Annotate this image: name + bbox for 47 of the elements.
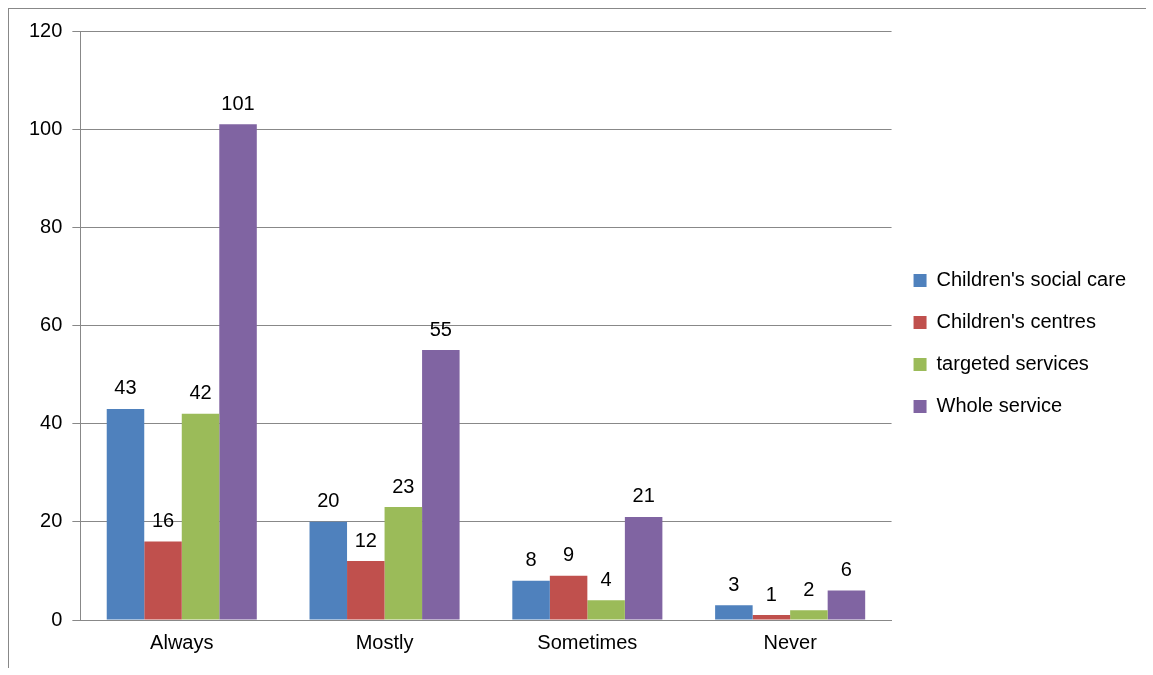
bar (827, 590, 866, 620)
bar (219, 124, 257, 620)
y-tick-label: 40 (40, 411, 63, 434)
bar (309, 521, 348, 620)
bar (144, 541, 182, 620)
bar (106, 408, 145, 620)
y-tick-label: 80 (40, 214, 63, 237)
y-tick-label: 100 (28, 116, 63, 139)
data-label: 6 (840, 558, 852, 581)
data-label: 8 (525, 548, 537, 571)
legend-label: Whole service (936, 394, 1063, 417)
data-label: 20 (317, 489, 340, 512)
bar (422, 350, 460, 620)
y-tick-label: 120 (28, 18, 63, 41)
data-label: 55 (429, 317, 452, 340)
data-label: 42 (189, 381, 212, 404)
bar (512, 580, 550, 620)
y-tick-label: 20 (40, 509, 63, 532)
bar (752, 615, 791, 620)
bar (624, 516, 663, 620)
data-label: 101 (221, 91, 255, 114)
bar (384, 507, 423, 620)
bar (347, 561, 385, 620)
y-tick-label: 60 (40, 313, 63, 336)
legend-label: Children's social care (936, 268, 1126, 291)
y-tick-label: 0 (51, 607, 63, 630)
data-label: 23 (392, 474, 415, 497)
x-tick-label: Mostly (355, 630, 414, 653)
data-label: 21 (632, 484, 655, 507)
x-tick-label: Never (763, 630, 818, 653)
bar (181, 413, 220, 620)
data-label: 43 (114, 376, 137, 399)
bar (549, 575, 588, 620)
x-tick-label: Always (150, 630, 214, 653)
legend-label: targeted services (936, 352, 1089, 375)
data-label: 2 (803, 577, 815, 600)
bar (587, 600, 625, 620)
data-label: 16 (151, 508, 175, 531)
data-label: 4 (600, 567, 612, 590)
data-label: 3 (728, 572, 740, 595)
bar (715, 605, 753, 620)
legend-label: Children's centres (936, 310, 1096, 333)
data-label: 12 (354, 528, 377, 551)
data-label: 9 (563, 543, 575, 566)
bar (790, 610, 828, 620)
x-tick-label: Sometimes (537, 630, 638, 653)
data-label: 1 (765, 582, 777, 605)
